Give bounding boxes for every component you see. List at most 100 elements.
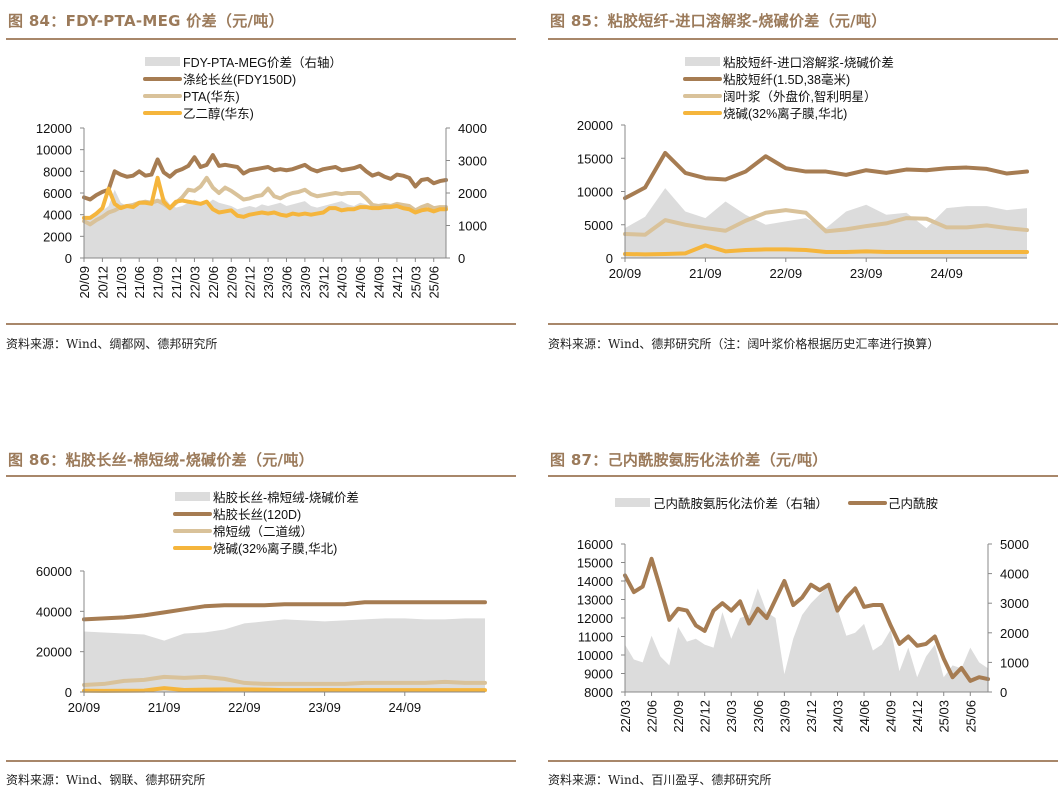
y-tick-label-right: 3000 (458, 154, 487, 169)
y-tick-label-left: 15000 (577, 556, 613, 571)
x-tick-label: 23/03 (261, 266, 276, 299)
x-tick-label: 21/09 (148, 700, 181, 715)
y-tick-label-left: 6000 (43, 186, 72, 201)
legend-label: 乙二醇(华东) (183, 106, 254, 121)
y-tick-label-right: 4000 (458, 121, 487, 136)
legend: 己内酰胺氨肟化法价差（右轴） 己内酰胺 (615, 496, 938, 511)
x-tick-label: 25/03 (408, 266, 423, 299)
area-series (625, 585, 988, 692)
legend-label: PTA(华东) (183, 89, 240, 104)
line-series (82, 674, 487, 687)
figure-85-title-rule (548, 38, 1058, 40)
legend-label: 烧碱(32%离子膜,华北) (723, 106, 847, 121)
legend-label: 阔叶浆（外盘价,智利明星） (723, 89, 876, 104)
legend-swatch-area (685, 57, 720, 66)
y-tick-label-left: 0 (65, 685, 72, 700)
figure-85-title: 图 85：粘胶短纤-进口溶解浆-烧碱价差（元/吨） (550, 12, 887, 30)
figure-84-title-rule (6, 38, 516, 40)
x-tick-label: 22/03 (618, 700, 633, 733)
legend-label: 己内酰胺氨肟化法价差（右轴） (653, 496, 828, 511)
y-tick-label-right: 3000 (1000, 596, 1029, 611)
x-tick-label: 21/09 (151, 266, 166, 299)
x-tick-label: 20/09 (77, 266, 92, 299)
x-tick-label: 22/09 (228, 700, 261, 715)
y-tick-label-right: 5000 (1000, 537, 1029, 552)
x-tick-label: 22/03 (187, 266, 202, 299)
x-tick-label: 22/09 (224, 266, 239, 299)
x-tick-label: 25/06 (963, 700, 978, 733)
x-tick-label: 23/03 (724, 700, 739, 733)
y-tick-label-left: 2000 (43, 229, 72, 244)
legend-swatch-area (145, 57, 180, 66)
x-tick-label: 20/12 (95, 266, 110, 299)
x-tick-label: 23/12 (804, 700, 819, 733)
x-tick-label: 20/09 (609, 266, 642, 281)
y-tick-label-left: 40000 (36, 604, 72, 619)
y-tick-label-left: 0 (65, 251, 72, 266)
x-tick-label: 21/09 (689, 266, 722, 281)
y-tick-label-left: 20000 (577, 118, 613, 133)
x-tick-label: 23/06 (279, 266, 294, 299)
figure-85-source-rule (548, 323, 1058, 325)
legend-label: 涤纶长丝(FDY150D) (183, 73, 296, 87)
legend-label: 粘胶长丝-棉短绒-烧碱价差 (213, 490, 359, 505)
y-tick-label-right: 4000 (1000, 567, 1029, 582)
x-tick-label: 24/06 (353, 266, 368, 299)
figure-86-title: 图 86：粘胶长丝-棉短绒-烧碱价差（元/吨） (8, 451, 314, 469)
y-tick-label-left: 14000 (577, 574, 613, 589)
line-series (623, 150, 1029, 201)
y-tick-label-right: 0 (458, 251, 465, 266)
x-tick-label: 24/12 (390, 266, 405, 299)
x-tick-label: 21/06 (132, 266, 147, 299)
y-tick-label-left: 10000 (577, 185, 613, 200)
x-tick-label: 24/06 (857, 700, 872, 733)
legend-label: 棉短绒（二道绒） (213, 525, 313, 539)
figure-86-title-rule (6, 475, 516, 477)
y-tick-label-left: 10000 (36, 143, 72, 158)
y-tick-label-left: 11000 (578, 630, 613, 645)
y-tick-label-left: 8000 (43, 164, 72, 179)
y-tick-label-left: 20000 (36, 645, 72, 660)
x-tick-label: 24/03 (830, 700, 845, 733)
legend-swatch-area (175, 492, 210, 501)
figure-84-source: 资料来源：Wind、绸都网、德邦研究所 (6, 337, 218, 351)
figure-86-source-rule (6, 760, 516, 762)
y-tick-label-right: 2000 (1000, 626, 1029, 641)
x-tick-label: 24/09 (930, 266, 963, 281)
x-tick-label: 24/09 (372, 266, 387, 299)
y-tick-label-left: 4000 (43, 208, 72, 223)
legend-label: FDY-PTA-MEG价差（右轴） (183, 55, 342, 70)
y-tick-label-right: 1000 (458, 219, 487, 234)
x-tick-label: 23/09 (850, 266, 883, 281)
figure-87-title-rule (548, 475, 1058, 477)
x-tick-label: 22/12 (243, 266, 258, 299)
x-tick-label: 23/09 (777, 700, 792, 733)
figure-84-chart: FDY-PTA-MEG价差（右轴） 涤纶长丝(FDY150D) PTA(华东) 乙二醇… (36, 55, 487, 299)
y-tick-label-left: 15000 (577, 151, 613, 166)
x-tick-label: 23/09 (298, 266, 313, 299)
line-series (623, 208, 1029, 237)
x-tick-label: 22/09 (770, 266, 803, 281)
x-tick-label: 22/09 (671, 700, 686, 733)
y-tick-label-left: 12000 (577, 611, 613, 626)
legend-label: 粘胶短纤-进口溶解浆-烧碱价差 (723, 55, 894, 70)
legend-label: 粘胶长丝(120D) (213, 507, 301, 522)
x-tick-label: 22/06 (206, 266, 221, 299)
x-tick-label: 22/06 (645, 700, 660, 733)
figure-86-source: 资料来源：Wind、钢联、德邦研究所 (6, 773, 206, 787)
y-tick-label-left: 9000 (584, 667, 613, 682)
line-series (623, 556, 990, 683)
area-series (84, 618, 485, 692)
x-tick-label: 20/09 (68, 700, 101, 715)
x-tick-label: 23/06 (751, 700, 766, 733)
x-tick-label: 21/03 (114, 266, 129, 299)
y-tick-label-left: 8000 (584, 685, 613, 700)
x-tick-label: 24/09 (389, 700, 422, 715)
figure-87-title: 图 87：己内酰胺氨肟化法价差（元/吨） (550, 451, 828, 469)
line-series (82, 600, 487, 622)
legend-label: 烧碱(32%离子膜,华北) (213, 541, 337, 556)
